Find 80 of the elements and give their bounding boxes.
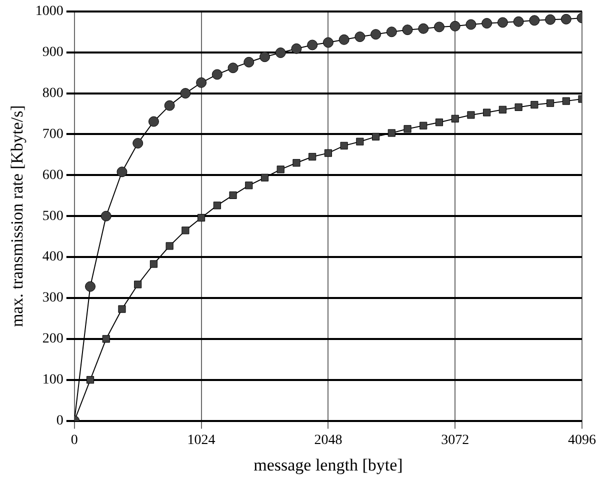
y-tick-label: 0 [56, 413, 64, 428]
point [260, 52, 270, 62]
point [228, 62, 238, 74]
point [546, 99, 554, 107]
y-tick-label: 800 [42, 86, 64, 101]
point [450, 20, 460, 32]
point [418, 23, 429, 34]
point [451, 114, 459, 122]
x-tick-label: 2048 [314, 432, 342, 448]
point [434, 22, 444, 32]
point [529, 15, 540, 26]
point [118, 305, 126, 313]
y-tick-label: 400 [42, 250, 64, 265]
point [370, 29, 382, 40]
point [116, 166, 128, 178]
point [212, 69, 222, 80]
point [86, 376, 94, 384]
point [467, 111, 475, 119]
x-axis-title: message length [byte] [254, 455, 403, 474]
point [196, 77, 207, 88]
x-tick-label: 1024 [187, 432, 216, 448]
y-tick-label: 600 [42, 168, 64, 183]
point [292, 159, 300, 167]
point [308, 152, 316, 161]
point [402, 24, 413, 36]
point [372, 132, 380, 140]
y-tick-label: 900 [42, 45, 64, 60]
point [338, 34, 350, 45]
point [100, 210, 112, 222]
point [198, 214, 206, 222]
point [545, 14, 556, 25]
x-tick-label: 3072 [441, 432, 470, 448]
y-axis-title: max. transmission rate [Kbyte/s] [8, 105, 27, 328]
point [386, 26, 397, 38]
point [245, 182, 253, 190]
point [213, 202, 221, 210]
point [324, 149, 332, 157]
y-tick-label: 700 [42, 126, 64, 142]
point [164, 100, 175, 111]
point [482, 18, 492, 29]
point [340, 142, 348, 150]
point [276, 166, 284, 174]
point [498, 106, 506, 114]
point [404, 125, 412, 133]
point [85, 281, 96, 292]
point [420, 122, 428, 130]
point [229, 191, 237, 200]
x-tick-label: 0 [70, 432, 78, 448]
point [356, 138, 364, 146]
point [166, 242, 174, 250]
point [560, 14, 572, 24]
point [102, 335, 110, 343]
y-tick-label: 1000 [35, 4, 64, 20]
point [307, 40, 318, 50]
point [483, 108, 491, 116]
point [150, 260, 158, 268]
point [322, 37, 334, 48]
point [497, 17, 508, 28]
point [435, 118, 444, 126]
point [275, 48, 286, 58]
y-tick-label: 500 [42, 208, 64, 224]
x-tick-label: 4096 [568, 432, 596, 448]
point [514, 103, 522, 111]
point [562, 97, 570, 105]
point [466, 19, 476, 30]
point [180, 88, 191, 99]
point [530, 100, 538, 109]
point [513, 16, 524, 27]
y-tick-label: 300 [42, 290, 64, 306]
point [182, 226, 190, 234]
point [134, 280, 142, 288]
point [291, 43, 302, 54]
point [354, 32, 366, 42]
y-tick-label: 100 [42, 372, 64, 388]
point [244, 56, 254, 68]
point [148, 116, 159, 127]
point [132, 138, 144, 148]
point [260, 174, 269, 182]
y-tick-label: 200 [42, 332, 64, 347]
point [388, 129, 396, 137]
